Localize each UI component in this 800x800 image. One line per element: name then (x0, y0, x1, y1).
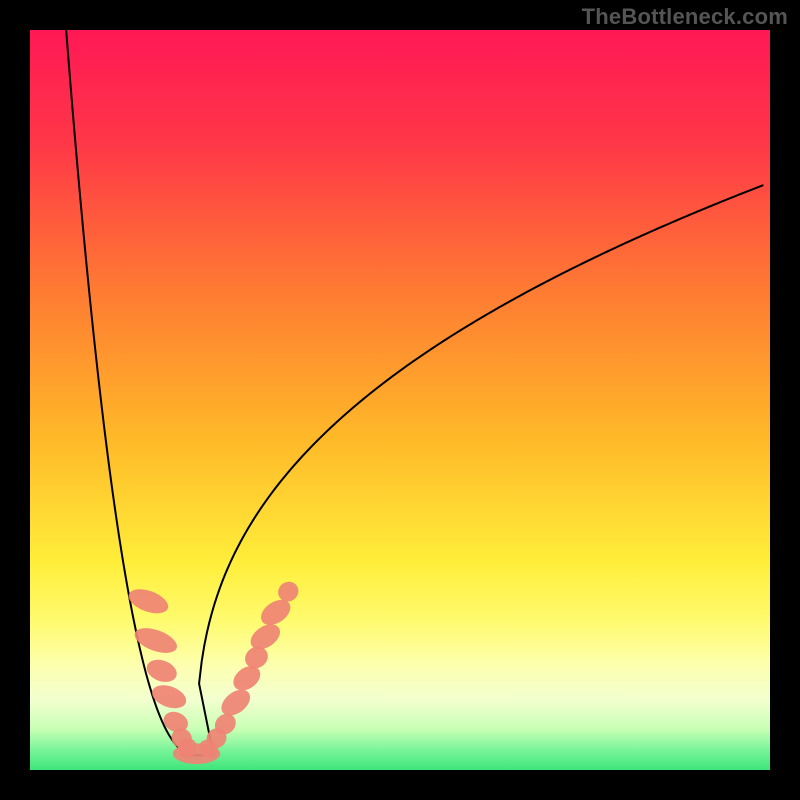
figure-root: TheBottleneck.com (0, 0, 800, 800)
chart-svg (30, 30, 770, 770)
gradient-background (30, 30, 770, 770)
plot-area (30, 30, 770, 770)
watermark-text: TheBottleneck.com (582, 4, 788, 30)
